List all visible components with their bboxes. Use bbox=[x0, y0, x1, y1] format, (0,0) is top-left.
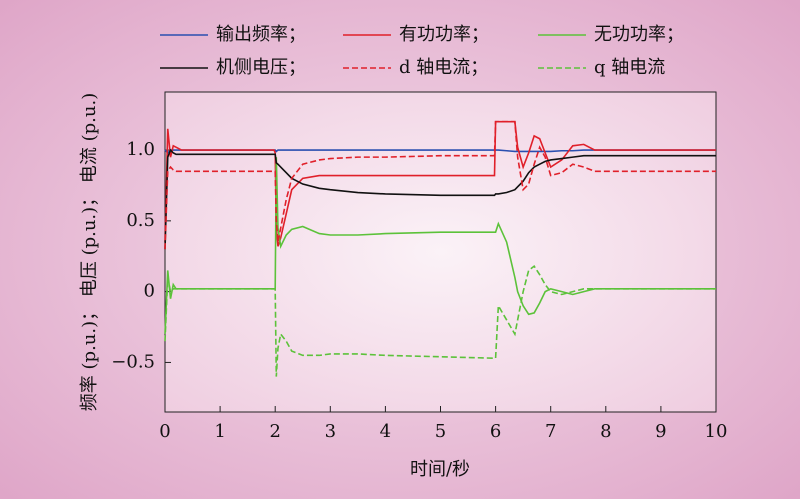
x-tick-label: 9 bbox=[655, 421, 666, 442]
plot-area bbox=[164, 91, 717, 413]
legend-label: d 轴电流； bbox=[399, 57, 488, 78]
x-tick-label: 7 bbox=[545, 421, 556, 442]
series-line bbox=[164, 264, 716, 377]
x-tick-label: 6 bbox=[490, 421, 501, 442]
y-tick-label: −0.5 bbox=[111, 351, 155, 372]
x-tick-label: 0 bbox=[159, 421, 170, 442]
series-line bbox=[164, 120, 716, 247]
legend-label: 无功功率； bbox=[594, 24, 684, 45]
legend-label: 机侧电压； bbox=[216, 57, 306, 78]
legend-label: q 轴电流 bbox=[594, 57, 665, 78]
series-line bbox=[164, 148, 716, 250]
x-tick-label: 4 bbox=[380, 421, 391, 442]
y-tick-label: 0.5 bbox=[126, 210, 155, 231]
y-tick-label: 1.0 bbox=[126, 139, 155, 160]
y-tick-label: 0 bbox=[144, 281, 155, 302]
y-axis-label: 频率 (p.u.)； 电压 (p.u.)； 电流 (p.u.) bbox=[79, 93, 100, 411]
x-tick-label: 1 bbox=[214, 421, 225, 442]
x-tick-label: 2 bbox=[269, 421, 280, 442]
x-tick-label: 5 bbox=[435, 421, 446, 442]
series-line bbox=[164, 120, 716, 250]
x-tick-label: 3 bbox=[325, 421, 336, 442]
legend-label: 输出频率； bbox=[216, 24, 306, 45]
x-tick-label: 10 bbox=[705, 421, 728, 442]
legend-label: 有功功率； bbox=[399, 24, 489, 45]
x-tick-label: 8 bbox=[600, 421, 611, 442]
x-axis-label: 时间/秒 bbox=[410, 459, 470, 480]
